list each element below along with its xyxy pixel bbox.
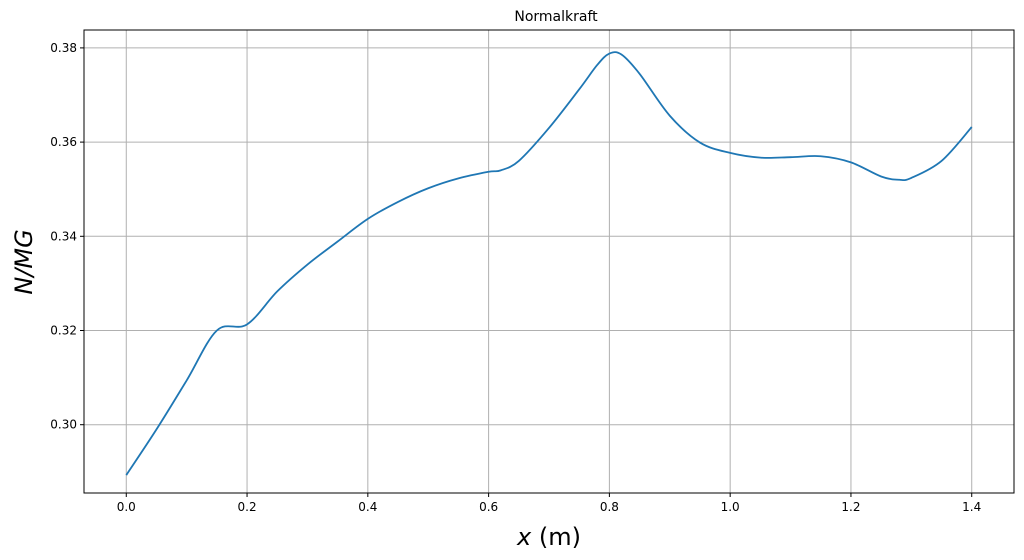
series-line [125,51,973,476]
x-tick-label: 0.8 [600,500,619,514]
y-tick-label: 0.38 [50,41,77,55]
x-axis-label: x (m) [516,523,581,551]
x-axis-ticks: 0.0 0.2 0.4 0.6 0.8 1.0 1.2 1.4 [117,493,981,514]
x-tick-label: 0.0 [117,500,136,514]
x-tick-label: 1.2 [841,500,860,514]
y-tick-label: 0.36 [50,135,77,149]
grid [84,30,1014,493]
plot-frame [83,29,1015,494]
y-tick-label: 0.34 [50,229,77,243]
x-tick-label: 0.2 [238,500,257,514]
x-axis-label-var: x [516,523,532,551]
x-tick-label: 1.4 [962,500,981,514]
x-tick-label: 1.0 [721,500,740,514]
chart-title: Normalkraft [514,9,598,25]
series [125,51,973,476]
y-axis-ticks: 0.30 0.32 0.34 0.36 0.38 [50,41,84,432]
x-tick-label: 0.4 [358,500,377,514]
x-tick-label: 0.6 [479,500,498,514]
x-axis-label-unit: (m) [531,523,581,551]
y-axis-label: N/MG [10,229,38,294]
y-tick-label: 0.30 [50,418,77,432]
y-tick-label: 0.32 [50,324,77,338]
